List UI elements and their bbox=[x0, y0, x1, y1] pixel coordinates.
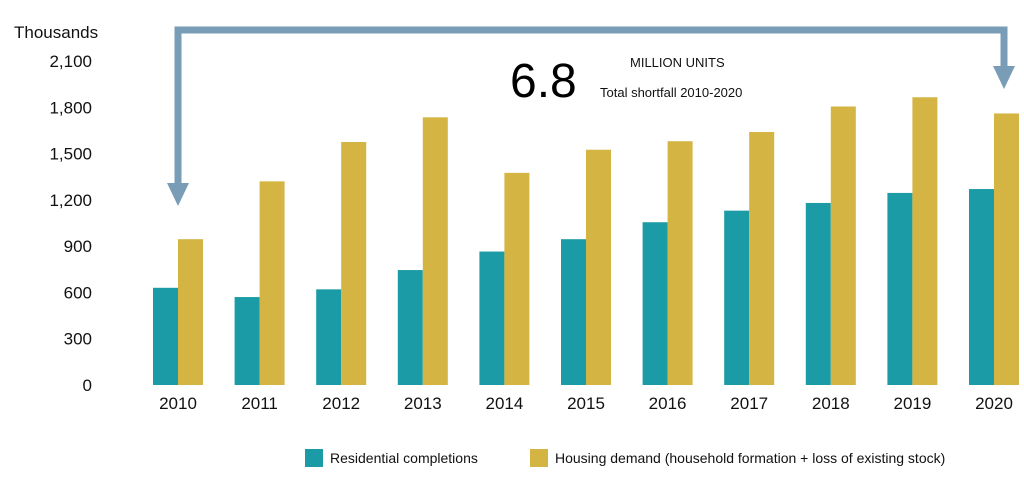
x-axis-ticks: 2010 2011 2012 2013 2014 2015 2016 2017 2018 2019… bbox=[159, 394, 1013, 413]
x-tick-label: 2012 bbox=[322, 394, 360, 413]
legend: Residential completions Housing demand (h… bbox=[305, 449, 945, 467]
y-axis-label: Thousands bbox=[14, 23, 98, 42]
y-tick-label: 1,200 bbox=[49, 191, 92, 210]
x-tick-label: 2017 bbox=[730, 394, 768, 413]
bar-residential-completions bbox=[153, 287, 178, 385]
x-tick-label: 2015 bbox=[567, 394, 605, 413]
bar-residential-completions bbox=[887, 192, 913, 385]
shortfall-unit: MILLION UNITS bbox=[630, 55, 725, 70]
arrow-head-right bbox=[993, 66, 1015, 89]
x-tick-label: 2018 bbox=[812, 394, 850, 413]
legend-label: Residential completions bbox=[330, 450, 478, 466]
bar-housing-demand bbox=[667, 141, 693, 385]
x-tick-label: 2016 bbox=[649, 394, 687, 413]
arrow-line bbox=[174, 26, 1008, 183]
bar-housing-demand bbox=[830, 106, 856, 385]
legend-swatch bbox=[530, 449, 548, 467]
x-tick-label: 2020 bbox=[975, 394, 1013, 413]
y-tick-label: 900 bbox=[64, 237, 92, 256]
bar-housing-demand bbox=[912, 97, 938, 385]
bar-housing-demand bbox=[341, 142, 367, 385]
bar-residential-completions bbox=[561, 239, 586, 385]
bar-residential-completions bbox=[316, 289, 342, 385]
bar-residential-completions bbox=[479, 251, 505, 385]
shortfall-caption: Total shortfall 2010-2020 bbox=[600, 85, 742, 100]
y-axis-ticks: 0 300 600 900 1,200 1,500 1,800 2,100 bbox=[49, 52, 92, 395]
bar-housing-demand bbox=[749, 131, 775, 385]
arrow-head-left bbox=[167, 183, 189, 206]
y-tick-label: 1,500 bbox=[49, 145, 92, 164]
y-tick-label: 1,800 bbox=[49, 98, 92, 117]
bar-residential-completions bbox=[805, 202, 831, 385]
legend-label: Housing demand (household formation + lo… bbox=[555, 450, 945, 466]
shortfall-value: 6.8 bbox=[510, 55, 577, 108]
bars bbox=[153, 97, 1019, 386]
bar-housing-demand bbox=[586, 149, 611, 385]
legend-swatch bbox=[305, 449, 323, 467]
x-tick-label: 2014 bbox=[485, 394, 523, 413]
x-tick-label: 2013 bbox=[404, 394, 442, 413]
bar-residential-completions bbox=[234, 297, 260, 385]
bar-housing-demand bbox=[178, 239, 203, 385]
y-tick-label: 2,100 bbox=[49, 52, 92, 71]
x-tick-label: 2011 bbox=[241, 394, 278, 413]
bar-housing-demand bbox=[504, 172, 530, 385]
bar-housing-demand bbox=[259, 181, 285, 385]
x-tick-label: 2010 bbox=[159, 394, 197, 413]
y-tick-label: 600 bbox=[64, 283, 92, 302]
shortfall-arrow bbox=[167, 26, 1015, 206]
bar-housing-demand bbox=[422, 117, 448, 386]
x-tick-label: 2019 bbox=[893, 394, 931, 413]
y-tick-label: 0 bbox=[83, 376, 92, 395]
bar-housing-demand bbox=[994, 113, 1019, 385]
bar-residential-completions bbox=[969, 189, 994, 385]
bar-residential-completions bbox=[642, 222, 668, 385]
y-tick-label: 300 bbox=[64, 330, 92, 349]
bar-residential-completions bbox=[724, 210, 750, 385]
bar-residential-completions bbox=[397, 270, 423, 385]
